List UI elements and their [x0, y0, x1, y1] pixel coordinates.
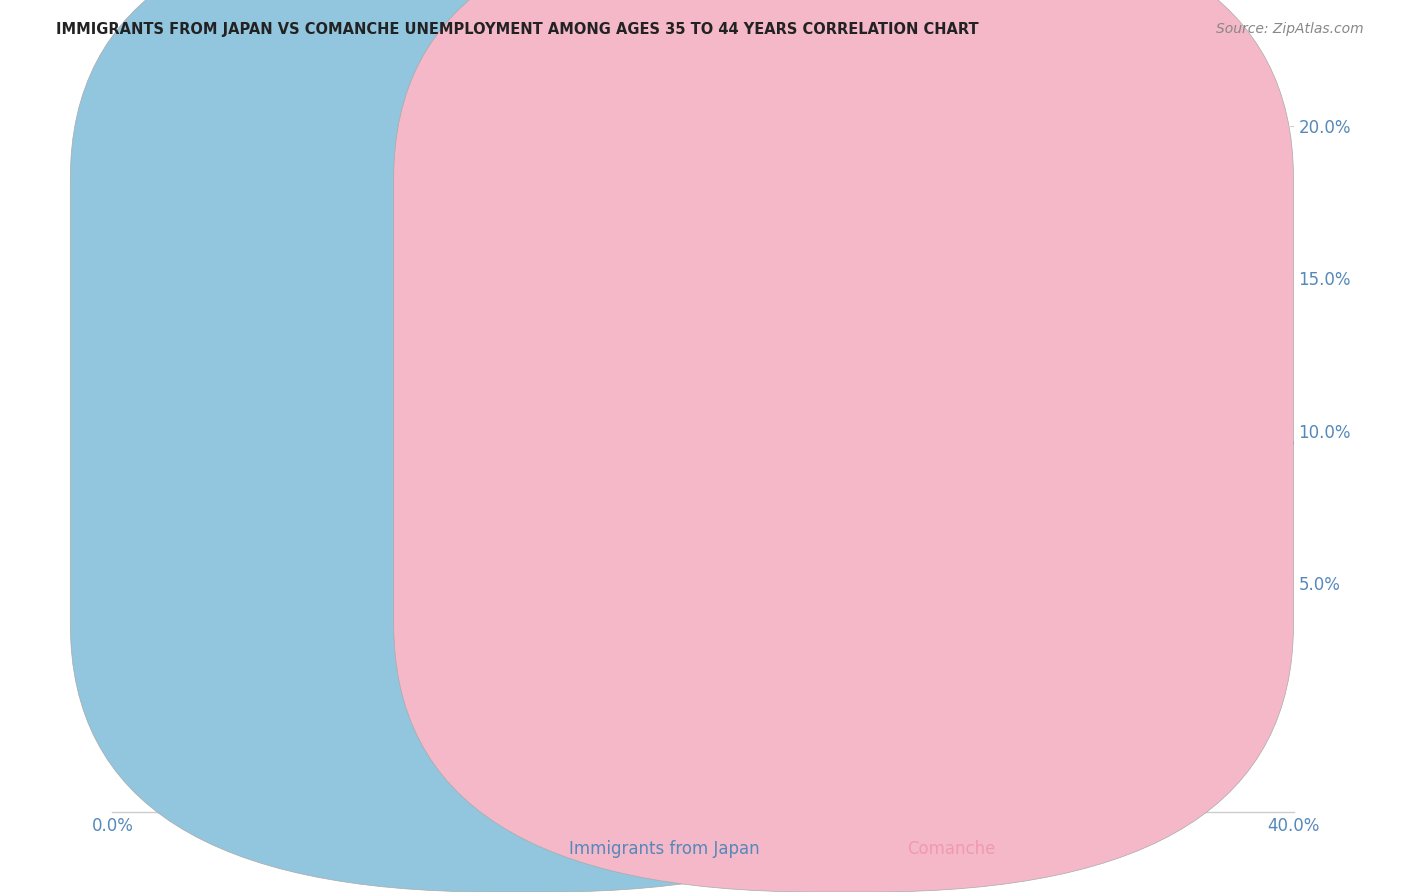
Point: [107, 521, 129, 535]
Point: [110, 500, 132, 514]
Point: [396, 600, 419, 615]
Point: [264, 521, 287, 535]
Point: [107, 469, 129, 483]
Point: [120, 500, 142, 514]
Point: [174, 576, 197, 591]
Point: [104, 594, 127, 608]
Point: [101, 594, 124, 608]
Point: [149, 588, 172, 602]
Point: [110, 600, 132, 615]
Point: [110, 591, 132, 606]
Point: [107, 598, 129, 612]
Point: [441, 673, 464, 688]
Point: [117, 561, 138, 575]
Y-axis label: Unemployment Among Ages 35 to 44 years: Unemployment Among Ages 35 to 44 years: [86, 278, 101, 614]
Point: [112, 588, 135, 602]
Point: [1239, 698, 1261, 712]
Point: [107, 536, 129, 550]
Point: [101, 551, 124, 566]
Point: [110, 546, 132, 560]
Point: [142, 530, 165, 544]
Point: [107, 454, 129, 468]
Point: [104, 561, 127, 575]
Point: [104, 598, 127, 612]
Point: [110, 570, 132, 584]
Point: [544, 226, 567, 240]
Point: [117, 500, 138, 514]
Point: [117, 591, 138, 606]
Point: [278, 567, 301, 582]
Point: [104, 484, 127, 499]
Point: [1046, 673, 1069, 688]
Point: [104, 576, 127, 591]
Point: [107, 582, 129, 597]
Point: [190, 613, 212, 627]
Point: [470, 631, 494, 645]
Text: Source: ZipAtlas.com: Source: ZipAtlas.com: [1216, 22, 1364, 37]
Point: [160, 591, 183, 606]
Point: [101, 588, 124, 602]
Point: [647, 484, 671, 499]
Point: [104, 551, 127, 566]
Legend: R = 0.587   N = 29, R = 0.043   N = 23: R = 0.587 N = 29, R = 0.043 N = 23: [477, 88, 693, 152]
Point: [152, 540, 174, 554]
Point: [155, 613, 177, 627]
Point: [205, 607, 228, 621]
Point: [120, 546, 142, 560]
Point: [107, 588, 129, 602]
Point: [195, 561, 218, 575]
Point: [104, 585, 127, 599]
Point: [112, 576, 135, 591]
Point: [131, 119, 153, 133]
Point: [973, 433, 995, 447]
Point: [166, 628, 188, 642]
Text: Comanche: Comanche: [907, 840, 995, 858]
Point: [104, 500, 127, 514]
Point: [174, 588, 197, 602]
Text: atlas: atlas: [703, 399, 946, 493]
Text: ZIP: ZIP: [508, 398, 703, 494]
Point: [110, 582, 132, 597]
Point: [136, 588, 159, 602]
Point: [205, 588, 228, 602]
Point: [382, 631, 405, 645]
Text: IMMIGRANTS FROM JAPAN VS COMANCHE UNEMPLOYMENT AMONG AGES 35 TO 44 YEARS CORRELA: IMMIGRANTS FROM JAPAN VS COMANCHE UNEMPL…: [56, 22, 979, 37]
Point: [214, 598, 236, 612]
Point: [117, 582, 138, 597]
Point: [131, 631, 153, 645]
Point: [396, 643, 419, 657]
Point: [104, 600, 127, 615]
Point: [110, 598, 132, 612]
Text: Immigrants from Japan: Immigrants from Japan: [569, 840, 761, 858]
Point: [101, 530, 124, 544]
Point: [352, 588, 374, 602]
Point: [112, 613, 135, 627]
Point: [426, 607, 449, 621]
Point: [323, 588, 346, 602]
Point: [128, 594, 150, 608]
Point: [107, 594, 129, 608]
Point: [125, 613, 148, 627]
Point: [107, 607, 129, 621]
Point: [110, 363, 132, 377]
Point: [160, 628, 183, 642]
Point: [122, 521, 145, 535]
